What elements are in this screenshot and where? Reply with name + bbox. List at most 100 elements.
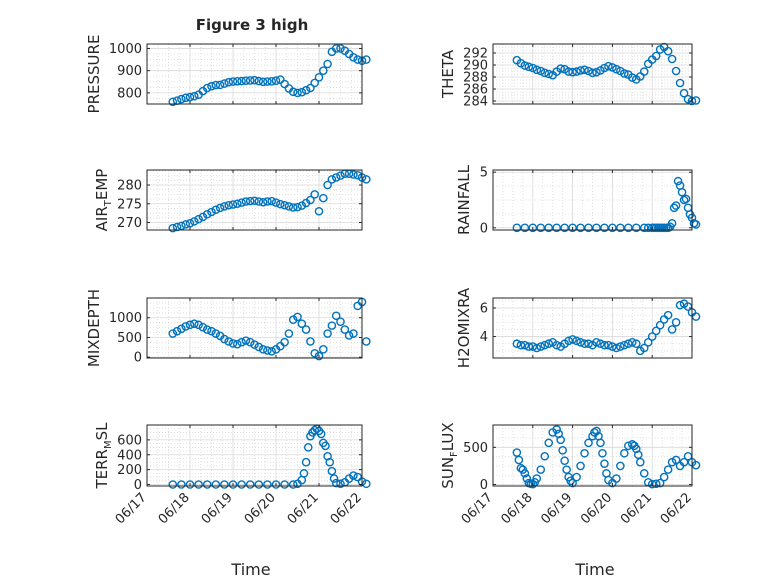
terr_msl-point [331, 478, 341, 488]
mixdepth-point [349, 329, 358, 338]
y-tick-label: 4 [480, 330, 488, 345]
sun_flux-point [592, 426, 601, 436]
mixdepth-point [361, 337, 371, 346]
air_temp-point [275, 199, 285, 209]
y-tick-label: 288 [463, 71, 488, 86]
sun_flux-point [562, 465, 571, 474]
y-tick-label: 200 [117, 463, 142, 478]
air_temp-point [215, 203, 225, 213]
mixdepth-point [241, 336, 251, 345]
terr_msl-point [299, 469, 309, 478]
air_temp-point [254, 197, 264, 206]
mixdepth-point [318, 345, 328, 354]
y-tick-label: 5 [480, 166, 488, 181]
pressure-point [271, 76, 281, 85]
terr_msl-point [349, 471, 358, 480]
terr_msl-point [329, 474, 339, 483]
h2omixra-point [628, 337, 637, 347]
ylabel-part: AIR [93, 206, 111, 231]
h2omixra-point [564, 336, 573, 346]
sun_flux-point [536, 465, 546, 474]
theta-point [608, 63, 617, 72]
x-tick-label: 06/22 [328, 490, 365, 527]
rainfall-point [576, 223, 585, 233]
mixdepth-point [284, 329, 294, 338]
air_temp-point [250, 196, 259, 206]
pressure-point [258, 77, 268, 87]
air_temp-point [288, 203, 298, 212]
pressure-point [202, 83, 212, 93]
x-tick-label: 06/18 [499, 490, 536, 527]
rainfall-point [552, 223, 561, 233]
air_temp-point [224, 200, 233, 210]
pressure-point [288, 87, 298, 97]
ylabel-part: SUN [439, 457, 457, 489]
terr_msl-point [310, 425, 320, 435]
terr_msl-point [245, 480, 255, 489]
ylabel-subscript: M [103, 440, 114, 449]
air_temp-y-axis-label: AIRTEMP [93, 169, 114, 232]
air_temp-point [237, 198, 246, 207]
terr_msl-point [316, 429, 326, 439]
h2omixra-point [600, 340, 609, 350]
terr_msl-point [254, 480, 264, 489]
h2omixra-point [639, 343, 649, 353]
air_temp-point [314, 206, 324, 216]
pressure-point [220, 79, 229, 88]
sun_flux-point [596, 438, 605, 448]
terr_msl-point [237, 480, 246, 489]
air_temp-point [172, 222, 182, 232]
x-tick-label: 06/22 [658, 490, 695, 527]
terr_msl-point [202, 480, 212, 489]
sun_flux-point [647, 479, 657, 489]
terr_msl-point [228, 480, 238, 489]
h2omixra-axes-box [492, 297, 693, 359]
sun_flux-y-axis-label: SUNFLUX [439, 422, 460, 488]
y-tick-label: 400 [117, 448, 142, 463]
air_temp-point [271, 198, 281, 207]
mixdepth-point [220, 334, 229, 344]
h2omixra-point [604, 340, 613, 350]
sun_flux-point [552, 425, 561, 434]
air_temp-point [297, 201, 307, 210]
air_temp-point [198, 212, 208, 222]
pressure-point [189, 91, 199, 101]
rainfall-point [677, 187, 687, 197]
mixdepth-point [263, 346, 272, 355]
terr_msl-point [271, 480, 281, 489]
pressure-y-axis-label: PRESSURE [85, 35, 103, 114]
x-tick-label: 06/19 [199, 490, 236, 527]
pressure-point [301, 85, 311, 95]
theta-point [524, 62, 534, 72]
mixdepth-point [189, 319, 199, 328]
mixdepth-point [336, 317, 345, 326]
x-tick-label: 06/21 [285, 490, 322, 527]
rainfall-axes-box [492, 169, 693, 231]
y-tick-label: 290 [463, 59, 488, 74]
mixdepth-point [250, 340, 259, 349]
air_temp-point [245, 196, 255, 206]
air_temp-point [241, 197, 251, 206]
h2omixra-point [667, 325, 677, 334]
air_temp-point [263, 197, 272, 206]
theta-point [628, 73, 637, 82]
pressure-point [331, 44, 341, 53]
rainfall-y-axis-label: RAINFALL [455, 164, 473, 235]
mixdepth-point [228, 339, 238, 348]
rainfall-point [536, 223, 546, 233]
air_temp-point [331, 173, 341, 182]
theta-point [532, 65, 542, 75]
pressure-point [314, 73, 324, 82]
air_temp-point [318, 193, 328, 203]
h2omixra-point [576, 337, 585, 347]
sun_flux-point [659, 472, 669, 482]
mixdepth-point [327, 321, 337, 330]
mixdepth-point [297, 319, 307, 328]
x-tick-label: 06/20 [578, 490, 615, 527]
h2omixra-point [592, 337, 601, 347]
h2omixra-point [624, 339, 633, 349]
sun_flux-point [558, 445, 567, 455]
mixdepth-point [202, 325, 212, 334]
theta-point [556, 64, 565, 73]
